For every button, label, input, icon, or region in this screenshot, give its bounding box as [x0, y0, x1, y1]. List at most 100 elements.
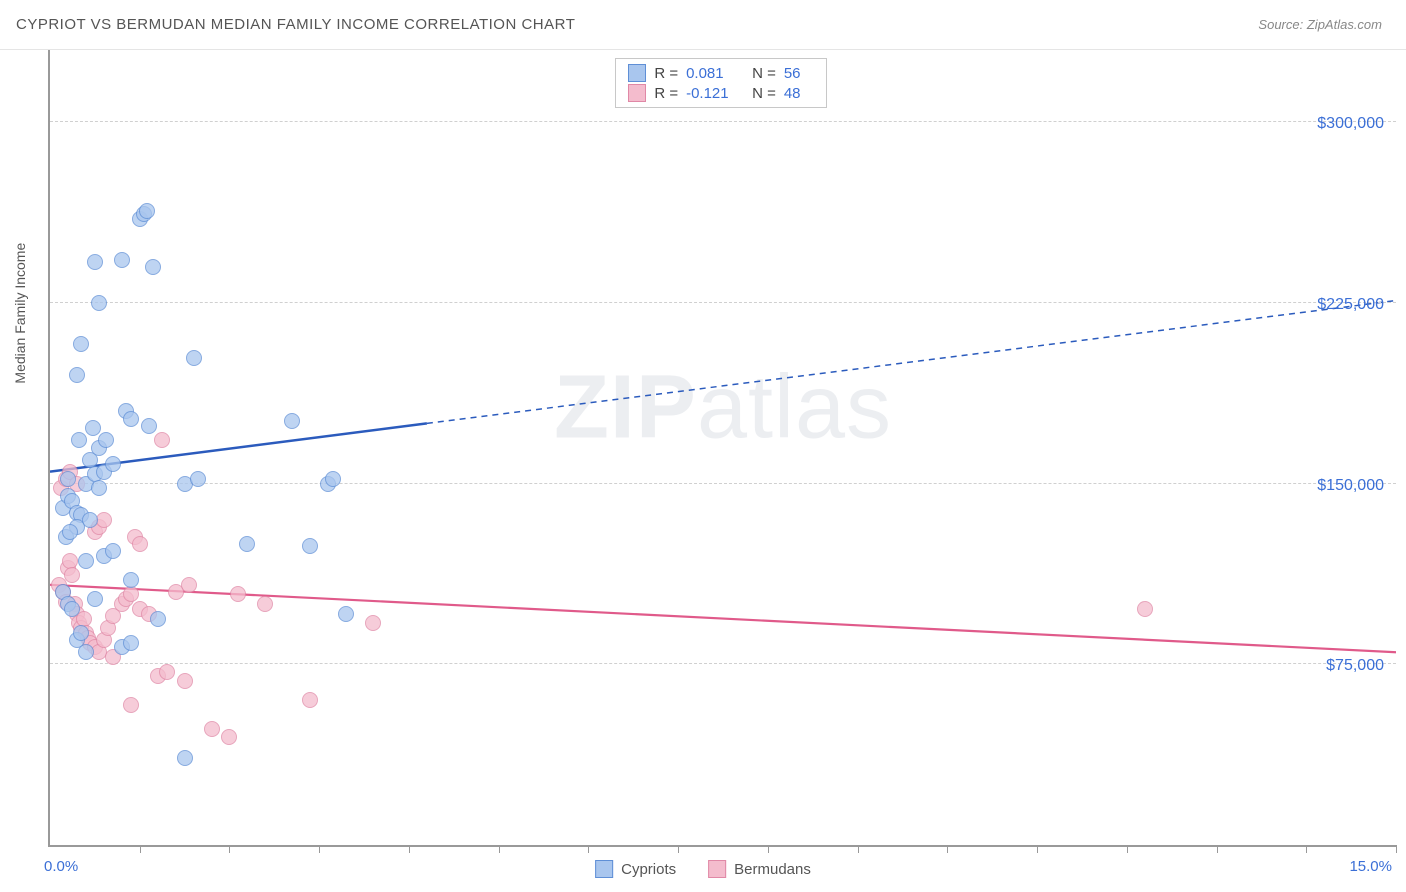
chart-title: CYPRIOT VS BERMUDAN MEDIAN FAMILY INCOME… — [16, 16, 575, 33]
cypriot-point — [73, 336, 89, 352]
x-tick — [768, 845, 769, 853]
cypriot-point — [87, 591, 103, 607]
cypriot-point — [284, 413, 300, 429]
cypriot-point — [177, 750, 193, 766]
bermudan-point — [221, 729, 237, 745]
bermudan-point — [64, 567, 80, 583]
x-tick — [947, 845, 948, 853]
legend-swatch — [595, 860, 613, 878]
legend-swatch — [628, 84, 646, 102]
cypriot-point — [60, 471, 76, 487]
bermudan-point — [159, 664, 175, 680]
x-axis-max-label: 15.0% — [1349, 858, 1392, 875]
gridline — [50, 121, 1396, 122]
legend-swatch — [628, 64, 646, 82]
y-axis-title: Median Family Income — [12, 243, 28, 384]
chart-header: CYPRIOT VS BERMUDAN MEDIAN FAMILY INCOME… — [0, 0, 1406, 50]
cypriot-point — [239, 536, 255, 552]
x-tick — [1396, 845, 1397, 853]
r-label: R = — [654, 85, 678, 102]
source-value: ZipAtlas.com — [1307, 17, 1382, 32]
y-tick-label: $75,000 — [1326, 657, 1384, 675]
cypriot-point — [141, 418, 157, 434]
cypriot-point — [139, 203, 155, 219]
x-tick — [678, 845, 679, 853]
x-tick — [1127, 845, 1128, 853]
watermark-rest: atlas — [697, 357, 892, 457]
legend-item: Bermudans — [708, 860, 811, 878]
trend-lines-svg — [50, 50, 1396, 845]
x-tick — [1037, 845, 1038, 853]
bermudan-point — [302, 692, 318, 708]
x-axis-min-label: 0.0% — [44, 858, 78, 875]
bermudan-point — [257, 596, 273, 612]
x-tick — [140, 845, 141, 853]
legend-label: Bermudans — [734, 861, 811, 878]
cypriot-point — [123, 411, 139, 427]
cypriot-point — [71, 432, 87, 448]
cypriot-point — [64, 601, 80, 617]
n-label: N = — [752, 65, 776, 82]
cypriot-point — [123, 572, 139, 588]
chart-source: Source: ZipAtlas.com — [1258, 17, 1382, 32]
cypriot-point — [78, 553, 94, 569]
cypriot-point — [114, 252, 130, 268]
n-value: 56 — [784, 65, 814, 82]
x-tick — [1217, 845, 1218, 853]
bermudan-point — [204, 721, 220, 737]
cypriot-point — [190, 471, 206, 487]
gridline — [50, 483, 1396, 484]
bermudan-point — [181, 577, 197, 593]
x-tick — [588, 845, 589, 853]
cypriot-point — [145, 259, 161, 275]
n-value: 48 — [784, 85, 814, 102]
legend-stats-box: R = 0.081 N = 56 R = -0.121 N = 48 — [615, 58, 827, 108]
legend-item: Cypriots — [595, 860, 676, 878]
legend-stats-row: R = -0.121 N = 48 — [628, 83, 814, 103]
cypriot-point — [302, 538, 318, 554]
r-value: 0.081 — [686, 65, 744, 82]
bermudan-point — [62, 553, 78, 569]
bermudan-point — [177, 673, 193, 689]
cypriot-point — [87, 254, 103, 270]
cypriot-point — [69, 367, 85, 383]
r-label: R = — [654, 65, 678, 82]
x-tick — [1306, 845, 1307, 853]
legend-swatch — [708, 860, 726, 878]
cypriot-point — [78, 644, 94, 660]
y-tick-label: $225,000 — [1317, 296, 1384, 314]
legend-label: Cypriots — [621, 861, 676, 878]
cypriot-point — [62, 524, 78, 540]
cypriot-point — [98, 432, 114, 448]
x-tick — [858, 845, 859, 853]
bermudan-point — [1137, 601, 1153, 617]
x-tick — [319, 845, 320, 853]
y-tick-label: $300,000 — [1317, 115, 1384, 133]
watermark-bold: ZIP — [554, 357, 697, 457]
bermudan-point — [230, 586, 246, 602]
chart-container: CYPRIOT VS BERMUDAN MEDIAN FAMILY INCOME… — [0, 0, 1406, 892]
cypriot-point — [85, 420, 101, 436]
source-label: Source: — [1258, 17, 1303, 32]
x-tick — [499, 845, 500, 853]
r-value: -0.121 — [686, 85, 744, 102]
cypriot-point — [123, 635, 139, 651]
cypriot-point — [105, 456, 121, 472]
gridline — [50, 302, 1396, 303]
bermudan-point — [365, 615, 381, 631]
bottom-legend: Cypriots Bermudans — [595, 860, 811, 878]
cypriot-point — [91, 480, 107, 496]
bermudan-point — [123, 697, 139, 713]
legend-stats-row: R = 0.081 N = 56 — [628, 63, 814, 83]
cypriot-point — [91, 295, 107, 311]
bermudan-point — [132, 536, 148, 552]
cypriot-point — [325, 471, 341, 487]
watermark: ZIPatlas — [554, 356, 892, 459]
cypriot-point — [105, 543, 121, 559]
bermudan-point — [154, 432, 170, 448]
n-label: N = — [752, 85, 776, 102]
x-tick — [409, 845, 410, 853]
x-tick — [229, 845, 230, 853]
cypriot-point — [338, 606, 354, 622]
cypriot-point — [82, 512, 98, 528]
